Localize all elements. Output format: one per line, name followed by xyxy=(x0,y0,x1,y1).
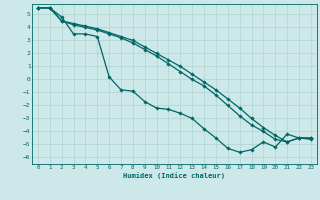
X-axis label: Humidex (Indice chaleur): Humidex (Indice chaleur) xyxy=(124,172,225,179)
